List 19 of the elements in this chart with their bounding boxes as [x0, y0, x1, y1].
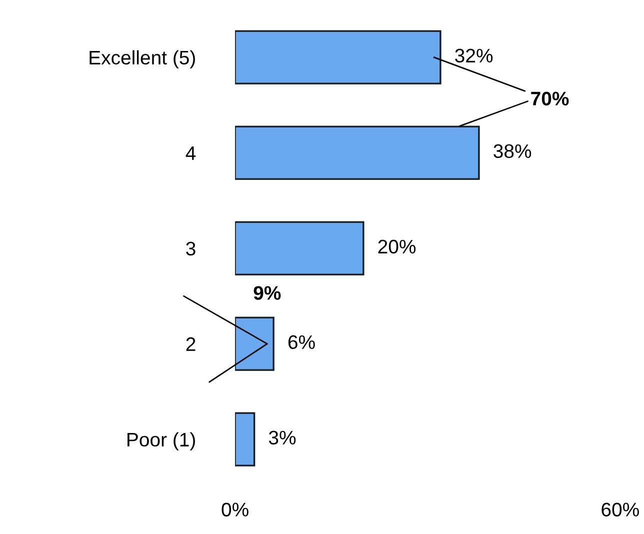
bar [235, 30, 442, 84]
data-label: 3% [268, 430, 296, 445]
bar [235, 221, 364, 276]
x-tick-label: 60% [602, 502, 639, 516]
bar [235, 316, 274, 371]
y-tick-label: 4 [186, 146, 196, 160]
y-tick-label: Poor (1) [128, 432, 195, 450]
annotation: 70% [531, 92, 569, 106]
data-label: 6% [288, 335, 315, 350]
data-label: 38% [494, 144, 532, 158]
y-tick-label: 2 [186, 337, 196, 351]
bar [235, 412, 256, 466]
data-label: 32% [455, 48, 493, 63]
data-label: 20% [378, 240, 416, 254]
x-tick-label: 0% [222, 502, 248, 516]
y-tick-label: Excellent (5) [90, 50, 195, 68]
y-tick-label: 3 [186, 242, 196, 256]
annotation: 9% [254, 286, 281, 300]
bar [235, 126, 480, 180]
